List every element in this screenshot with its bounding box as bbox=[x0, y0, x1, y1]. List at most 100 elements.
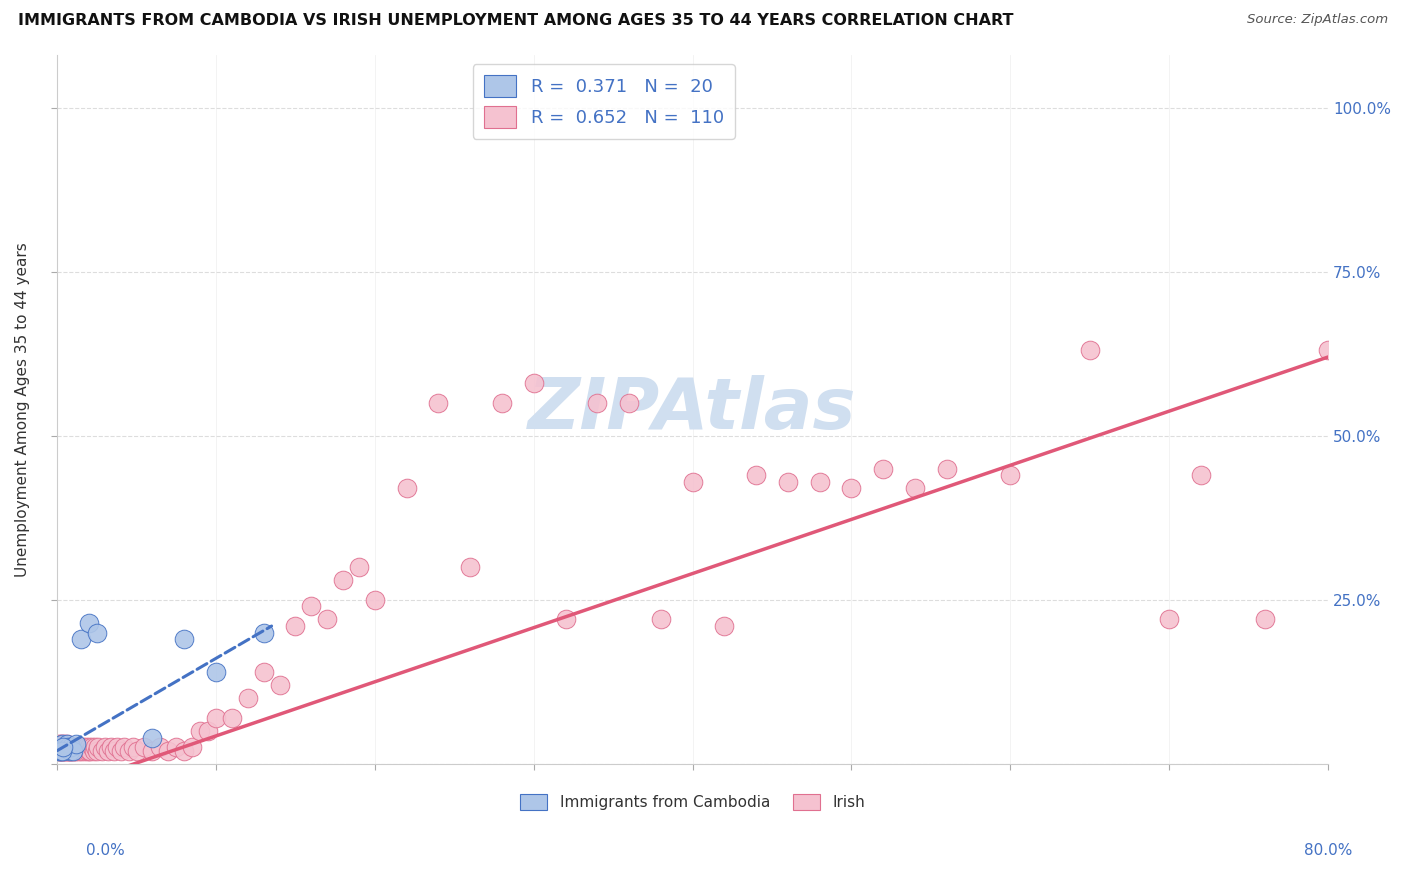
Point bbox=[55, 744, 77, 758]
Point bbox=[73, 744, 96, 758]
Point bbox=[110, 744, 132, 758]
Point bbox=[347, 560, 370, 574]
Point bbox=[51, 740, 73, 755]
Point bbox=[269, 678, 291, 692]
Point bbox=[157, 744, 180, 758]
Point bbox=[236, 691, 259, 706]
Point bbox=[60, 744, 83, 758]
Point bbox=[122, 740, 145, 755]
Point bbox=[205, 665, 228, 679]
Point bbox=[62, 744, 84, 758]
Point bbox=[776, 475, 799, 489]
Point bbox=[364, 592, 387, 607]
Point bbox=[62, 744, 84, 758]
Point bbox=[872, 461, 894, 475]
Point bbox=[51, 744, 73, 758]
Point bbox=[76, 744, 98, 758]
Point bbox=[284, 619, 307, 633]
Point bbox=[86, 625, 108, 640]
Point bbox=[221, 711, 243, 725]
Legend: Immigrants from Cambodia, Irish: Immigrants from Cambodia, Irish bbox=[513, 788, 872, 816]
Point bbox=[1317, 343, 1340, 358]
Point bbox=[617, 396, 640, 410]
Point bbox=[66, 740, 89, 755]
Point bbox=[90, 744, 112, 758]
Point bbox=[173, 744, 195, 758]
Point bbox=[59, 740, 82, 755]
Point bbox=[299, 599, 322, 614]
Point bbox=[149, 740, 172, 755]
Point bbox=[52, 740, 75, 755]
Point bbox=[554, 612, 576, 626]
Point bbox=[70, 740, 93, 755]
Point bbox=[48, 744, 70, 758]
Point bbox=[841, 481, 863, 495]
Point bbox=[491, 396, 513, 410]
Text: 0.0%: 0.0% bbox=[86, 843, 125, 858]
Point bbox=[173, 632, 195, 647]
Point bbox=[713, 619, 735, 633]
Point bbox=[51, 744, 73, 758]
Point bbox=[63, 740, 86, 755]
Point bbox=[51, 737, 73, 751]
Point bbox=[51, 737, 73, 751]
Point bbox=[63, 744, 86, 758]
Point bbox=[79, 744, 101, 758]
Point bbox=[395, 481, 418, 495]
Point bbox=[53, 744, 76, 758]
Point bbox=[62, 740, 84, 755]
Point bbox=[86, 744, 108, 758]
Point bbox=[52, 744, 75, 758]
Point bbox=[55, 737, 77, 751]
Point bbox=[48, 744, 70, 758]
Point bbox=[65, 740, 87, 755]
Point bbox=[49, 737, 72, 751]
Point bbox=[53, 737, 76, 751]
Point bbox=[51, 744, 73, 758]
Point bbox=[55, 737, 77, 751]
Point bbox=[1000, 468, 1022, 483]
Point bbox=[55, 740, 77, 755]
Point bbox=[53, 744, 76, 758]
Point bbox=[59, 744, 82, 758]
Point bbox=[53, 740, 76, 755]
Point bbox=[1189, 468, 1212, 483]
Point bbox=[60, 740, 83, 755]
Point bbox=[458, 560, 481, 574]
Point bbox=[49, 740, 72, 755]
Point bbox=[808, 475, 831, 489]
Point bbox=[904, 481, 927, 495]
Point bbox=[59, 744, 82, 758]
Point bbox=[49, 744, 72, 758]
Point bbox=[935, 461, 957, 475]
Point bbox=[427, 396, 450, 410]
Point bbox=[745, 468, 768, 483]
Point bbox=[77, 615, 100, 630]
Point bbox=[65, 737, 87, 751]
Point bbox=[52, 737, 75, 751]
Point bbox=[682, 475, 704, 489]
Point bbox=[51, 740, 73, 755]
Point bbox=[94, 740, 117, 755]
Point bbox=[100, 740, 122, 755]
Point bbox=[52, 744, 75, 758]
Point bbox=[332, 573, 354, 587]
Point bbox=[107, 740, 129, 755]
Point bbox=[1078, 343, 1101, 358]
Text: Source: ZipAtlas.com: Source: ZipAtlas.com bbox=[1247, 13, 1388, 27]
Point bbox=[1159, 612, 1181, 626]
Point bbox=[70, 632, 93, 647]
Point bbox=[141, 744, 163, 758]
Point bbox=[134, 740, 156, 755]
Point bbox=[52, 744, 75, 758]
Point bbox=[72, 740, 94, 755]
Point bbox=[67, 744, 90, 758]
Point bbox=[62, 744, 84, 758]
Point bbox=[58, 744, 80, 758]
Point bbox=[103, 744, 125, 758]
Point bbox=[125, 744, 148, 758]
Point bbox=[97, 744, 120, 758]
Point bbox=[58, 740, 80, 755]
Point bbox=[586, 396, 609, 410]
Point bbox=[1253, 612, 1275, 626]
